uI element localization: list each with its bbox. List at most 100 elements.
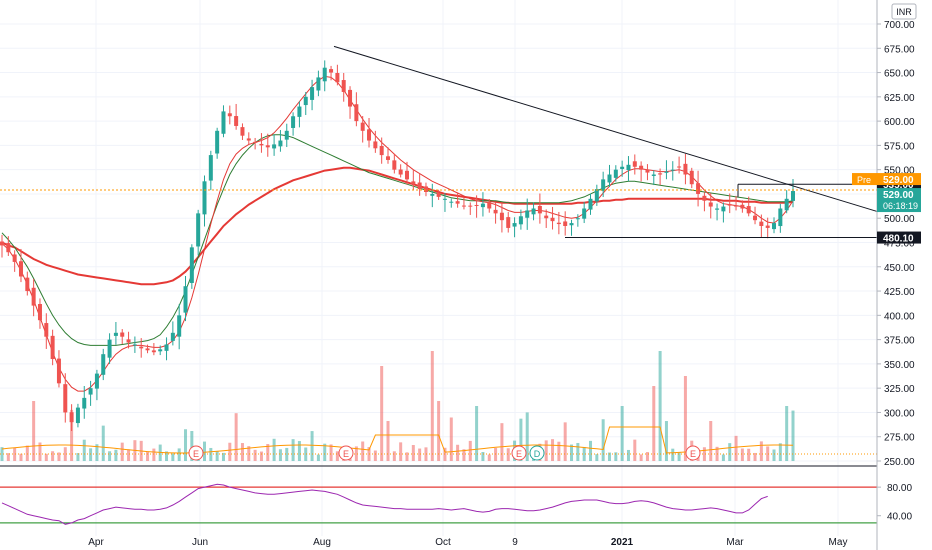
volume-bar	[177, 448, 181, 461]
volume-bar	[228, 442, 232, 461]
volume-bar	[171, 453, 175, 461]
volume-bar	[411, 445, 415, 461]
price-label-box	[877, 188, 921, 213]
candle-body	[360, 122, 365, 131]
dividend-marker[interactable]: D	[529, 445, 545, 461]
volume-bar	[424, 447, 428, 461]
candle-body	[550, 217, 555, 222]
candle-body	[696, 183, 701, 194]
volume-bar	[57, 452, 61, 461]
y-tick-label: 500.00	[884, 214, 915, 225]
candle-body	[411, 181, 416, 185]
volume-bar	[101, 425, 105, 461]
marker-circle	[338, 445, 354, 461]
volume-bar	[551, 439, 555, 461]
candle-body	[189, 247, 194, 283]
volume-bar	[607, 452, 611, 461]
candle-body	[620, 166, 625, 169]
volume-bar	[664, 421, 668, 461]
rsi-tick-label: 80.00	[887, 483, 912, 494]
marker-circle	[529, 445, 545, 461]
candle-body	[588, 198, 593, 210]
candle-body	[151, 350, 156, 353]
candle-body	[689, 170, 694, 185]
candles	[0, 60, 795, 431]
volume-bar	[759, 441, 763, 461]
candle-body	[170, 332, 175, 341]
volume-bar	[304, 447, 308, 461]
volume-bar	[247, 446, 251, 461]
volume-bar	[202, 441, 206, 461]
candle-body	[499, 212, 504, 221]
price-label-orange: Pre 529.00	[852, 173, 921, 186]
marker-label: E	[193, 449, 199, 459]
candle-body	[202, 181, 207, 215]
volume-bar	[576, 442, 580, 461]
rsi-axis[interactable]: 80.00 40.00	[877, 483, 912, 523]
y-tick-label: 700.00	[884, 20, 915, 31]
volume-bar	[766, 446, 770, 461]
volume-bar	[221, 452, 225, 461]
volume-bar	[563, 422, 567, 461]
volume-bar	[430, 351, 434, 461]
y-tick-label: 675.00	[884, 44, 915, 55]
volume-bar	[120, 442, 124, 461]
pre-tag-label: Pre	[857, 175, 871, 185]
candle-body	[246, 138, 251, 141]
candle-body	[69, 412, 74, 423]
volume-bar	[772, 449, 776, 461]
candle-body	[474, 204, 479, 206]
volume-bar	[215, 451, 219, 461]
candle-body	[645, 169, 650, 173]
candle-body	[417, 182, 422, 190]
volume-bar	[652, 386, 656, 461]
earnings-marker[interactable]: E	[685, 445, 701, 461]
volume-bar	[785, 406, 789, 461]
candle-body	[569, 223, 574, 226]
candle-body	[94, 373, 99, 389]
candle-body	[132, 344, 137, 346]
rsi-line	[1, 483, 768, 525]
currency-badge[interactable]: INR	[891, 3, 917, 20]
volume-bar	[595, 454, 599, 461]
candle-body	[335, 72, 340, 83]
volume-bar	[266, 444, 270, 461]
candle-body	[449, 201, 454, 203]
candle-body	[386, 156, 391, 160]
y-tick-label: 425.00	[884, 287, 915, 298]
marker-circle	[511, 445, 527, 461]
candle-body	[310, 87, 315, 100]
rsi-tick-label: 40.00	[887, 512, 912, 523]
volume-bar	[418, 448, 422, 461]
candle-body	[158, 349, 163, 352]
volume-bar	[506, 448, 510, 461]
volume-bar	[6, 453, 10, 461]
candle-body	[354, 104, 359, 122]
volume-bar	[63, 447, 67, 461]
candle-body	[253, 141, 258, 143]
earnings-marker[interactable]: E	[338, 445, 354, 461]
volume-bar	[614, 452, 618, 461]
earnings-marker[interactable]: E	[511, 445, 527, 461]
y-tick-label: 625.00	[884, 93, 915, 104]
volume-bar	[449, 417, 453, 461]
candle-body	[537, 205, 542, 214]
volume-bar	[354, 446, 358, 461]
candle-body	[107, 339, 112, 358]
marker-label: E	[690, 449, 696, 459]
earnings-marker[interactable]: E	[188, 445, 204, 461]
time-axis[interactable]: Apr Jun Aug Oct 9 2021 Mar May	[88, 537, 847, 548]
volume-bar	[146, 451, 150, 461]
volume-bar	[456, 444, 460, 461]
x-tick-label: 9	[512, 537, 518, 548]
volume-bar	[683, 376, 687, 461]
volume-bar	[386, 421, 390, 461]
candle-body	[423, 186, 428, 193]
volume-bar	[253, 449, 257, 461]
candle-body	[272, 144, 277, 149]
y-tick-label: 575.00	[884, 141, 915, 152]
candle-body	[531, 208, 536, 215]
